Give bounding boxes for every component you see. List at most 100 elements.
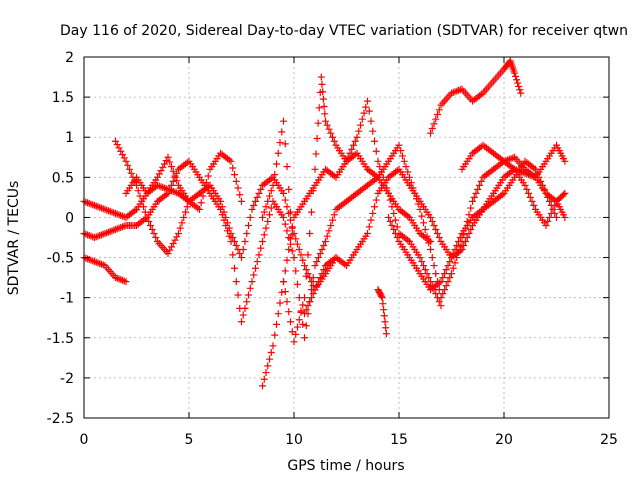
series-trace-11 [385, 157, 560, 294]
series-trace-7 [259, 117, 434, 342]
data-point [316, 274, 324, 282]
data-point [148, 225, 156, 233]
data-point [290, 338, 298, 346]
x-tick-label: 0 [80, 432, 89, 448]
data-point [117, 147, 125, 155]
data-point [250, 201, 258, 209]
data-point [227, 157, 235, 165]
data-point [169, 177, 177, 185]
data-points [80, 57, 569, 390]
data-point [124, 161, 132, 169]
data-point [299, 256, 307, 264]
data-point [127, 169, 135, 177]
data-point [287, 318, 294, 326]
data-point [330, 137, 338, 145]
data-point [448, 270, 455, 278]
data-point [465, 229, 473, 237]
data-point [288, 224, 296, 232]
data-point [259, 382, 266, 390]
data-point [255, 189, 263, 197]
data-point [446, 258, 454, 266]
data-point [168, 243, 175, 251]
data-point [358, 115, 366, 123]
data-point [308, 208, 315, 216]
data-point [281, 140, 289, 148]
data-point [309, 274, 317, 282]
data-point [514, 79, 522, 87]
data-point [458, 246, 466, 254]
data-point [329, 216, 336, 224]
data-point [280, 189, 287, 197]
data-point [528, 197, 536, 205]
data-point [276, 139, 284, 147]
data-point [418, 258, 426, 266]
data-point [252, 197, 259, 205]
data-point [120, 154, 128, 162]
data-point [561, 157, 569, 165]
data-point [299, 320, 307, 328]
data-point [404, 168, 412, 176]
data-point [476, 181, 483, 189]
data-point [435, 106, 443, 114]
data-point [134, 187, 142, 195]
data-point [267, 204, 275, 212]
grid-lines [84, 57, 609, 418]
data-point [281, 288, 289, 296]
data-point [348, 145, 356, 153]
data-point [234, 184, 242, 192]
data-point [225, 232, 233, 240]
data-point [292, 330, 300, 338]
data-point [197, 199, 205, 207]
data-point [441, 270, 448, 278]
data-point [371, 137, 378, 145]
series-trace-8 [280, 73, 445, 346]
data-point [138, 197, 146, 205]
data-point [245, 221, 252, 229]
data-point [218, 211, 226, 219]
data-point [122, 157, 130, 165]
y-tick-label: -1.5 [47, 331, 74, 347]
data-point [553, 213, 560, 221]
data-point [141, 208, 149, 216]
data-point [544, 217, 552, 225]
data-point [365, 107, 373, 115]
plot-frame [83, 56, 610, 419]
data-point [246, 284, 254, 292]
data-point [217, 205, 224, 213]
data-point [260, 231, 268, 239]
data-point [271, 171, 279, 179]
data-point [316, 250, 324, 258]
data-point [323, 232, 331, 240]
data-point [425, 274, 433, 282]
data-point [183, 203, 191, 211]
data-point [547, 201, 555, 209]
data-point [386, 196, 394, 204]
data-point [350, 141, 357, 149]
data-point [511, 69, 518, 77]
data-point [232, 242, 240, 250]
data-point [380, 306, 388, 314]
data-point [294, 240, 301, 248]
data-point [168, 163, 175, 171]
data-point [297, 251, 305, 259]
data-point [281, 196, 289, 204]
data-point [227, 238, 235, 246]
data-point [308, 278, 315, 286]
data-point [302, 322, 310, 330]
data-point [442, 282, 450, 290]
data-point [229, 234, 237, 241]
data-point [371, 203, 378, 211]
data-point [166, 246, 174, 254]
data-point [523, 185, 531, 193]
data-point [427, 129, 434, 137]
series-trace-13 [458, 141, 569, 205]
x-tick-label: 25 [600, 432, 618, 448]
data-point [155, 170, 163, 178]
data-point [269, 342, 277, 350]
y-tick-label: 1.5 [52, 90, 74, 106]
data-point [397, 147, 405, 155]
data-point [435, 234, 443, 241]
series-trace-3 [80, 254, 130, 286]
data-point [290, 254, 298, 262]
data-point [171, 172, 179, 180]
